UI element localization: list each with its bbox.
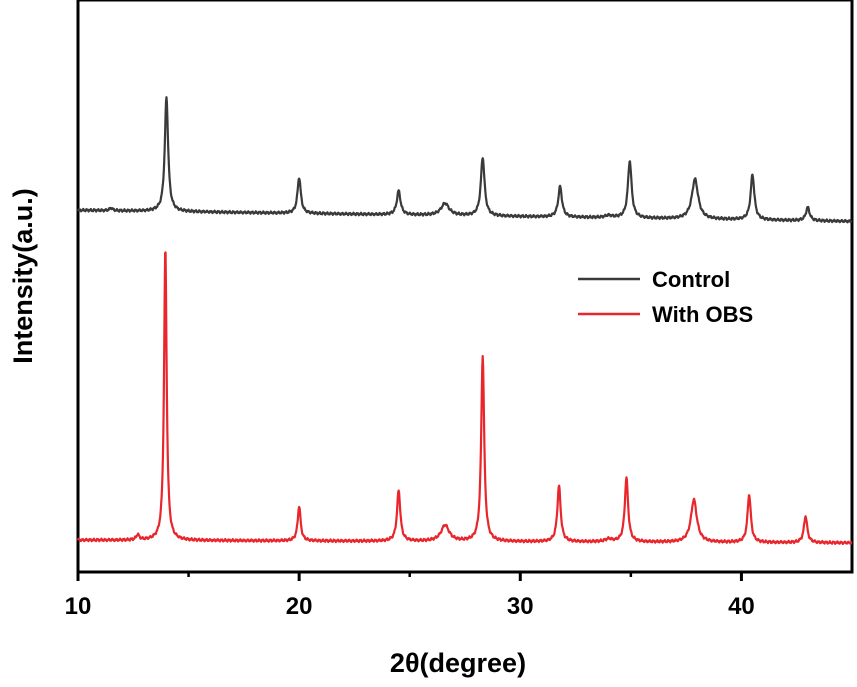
x-tick-label: 30 — [507, 593, 534, 620]
x-axis-title: 2θ(degree) — [390, 648, 526, 678]
legend-label-with-obs: With OBS — [652, 302, 753, 327]
plot-frame — [76, 0, 854, 574]
series-layer — [76, 96, 853, 545]
y-axis-title: Intensity(a.u.) — [8, 188, 38, 364]
x-tick-label: 40 — [728, 593, 755, 620]
series-line-with-obs — [76, 251, 853, 545]
series-line-control — [76, 96, 853, 224]
x-tick-label: 20 — [286, 593, 313, 620]
x-tick-label: 10 — [65, 593, 92, 620]
legend-label-control: Control — [652, 267, 730, 292]
legend: Control With OBS — [578, 267, 753, 327]
x-ticks: 10 20 30 40 — [65, 572, 755, 620]
